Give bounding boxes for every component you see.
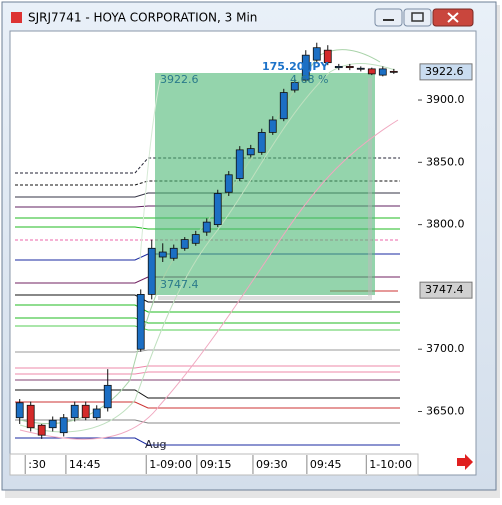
x-tick-label: 09:15 xyxy=(200,458,232,471)
measure-percent: 4.68 % xyxy=(290,73,328,86)
x-tick-label: 1-10:00 xyxy=(369,458,412,471)
candle-body xyxy=(15,402,24,419)
candle-body xyxy=(92,408,101,419)
y-tick-label: 3700.0 xyxy=(426,342,465,355)
candle-body xyxy=(257,132,266,153)
candle-body xyxy=(246,148,255,156)
minimize-button[interactable] xyxy=(374,8,403,27)
candle-body xyxy=(279,92,288,120)
x-tick-label: :30 xyxy=(28,458,46,471)
level-line xyxy=(15,389,400,399)
y-tick-label: 3850.0 xyxy=(426,155,465,168)
price-marker-label: 3922.6 xyxy=(425,65,464,78)
candle-body xyxy=(345,65,354,69)
candle-body xyxy=(37,424,46,436)
price-marker-box xyxy=(419,63,473,81)
candle-body xyxy=(378,68,387,76)
candle-body xyxy=(301,54,310,81)
candle-body xyxy=(48,419,57,429)
y-tick-label: 3800.0 xyxy=(426,218,465,231)
candle-body xyxy=(169,247,178,259)
candle-body xyxy=(323,49,332,64)
moving-average xyxy=(19,119,399,440)
candle-body xyxy=(268,119,277,133)
price-marker-box xyxy=(419,281,473,299)
candle-body xyxy=(136,293,145,350)
candle-body xyxy=(202,221,211,233)
candle-body xyxy=(334,65,343,69)
price-marker-label: 3747.4 xyxy=(425,283,464,296)
x-tick-label: 1-09:00 xyxy=(149,458,192,471)
candle-body xyxy=(59,417,68,434)
level-line xyxy=(15,180,400,186)
candle-body xyxy=(81,404,90,419)
maximize-button[interactable] xyxy=(403,8,432,27)
level-line xyxy=(15,371,400,375)
candle-body xyxy=(224,174,233,193)
maximize-icon xyxy=(411,12,424,22)
candle-body xyxy=(356,67,365,70)
candle-body xyxy=(312,47,321,61)
moving-average xyxy=(19,49,381,425)
x-tick-label: 09:45 xyxy=(310,458,342,471)
measure-top: 3922.6 xyxy=(160,73,199,86)
candle-body xyxy=(70,404,79,419)
app-icon xyxy=(11,12,22,23)
candle-body xyxy=(26,404,35,429)
level-line xyxy=(15,437,400,446)
candle-body xyxy=(158,251,167,258)
x-tick-label: 14:45 xyxy=(69,458,101,471)
level-line xyxy=(15,365,400,369)
candle-body xyxy=(367,68,376,75)
measure-shadow xyxy=(158,78,372,300)
candle-body xyxy=(290,82,299,91)
scroll-arrow[interactable] xyxy=(457,454,473,470)
y-tick-label: 3650.0 xyxy=(426,405,465,418)
level-line xyxy=(15,349,400,353)
measure-change: 175.20 JPY xyxy=(262,60,329,73)
time-axis xyxy=(9,453,419,476)
moving-average xyxy=(19,63,396,433)
candle-body xyxy=(147,247,156,295)
candle-body xyxy=(180,239,189,249)
candle-body xyxy=(213,193,222,226)
candle-body xyxy=(103,384,112,409)
measure-bottom: 3747.4 xyxy=(160,278,199,291)
window-title: SJRJ7741 - HOYA CORPORATION, 3 Min xyxy=(28,11,257,25)
x-tick-label: 09:30 xyxy=(256,458,288,471)
band-line xyxy=(139,79,161,261)
session-label: Aug xyxy=(145,438,166,451)
candle-body xyxy=(389,70,398,73)
y-tick-label: 3900.0 xyxy=(426,93,465,106)
candle-body xyxy=(191,234,200,244)
candle-body xyxy=(235,149,244,179)
measure-box xyxy=(155,73,375,295)
close-icon xyxy=(447,12,459,23)
